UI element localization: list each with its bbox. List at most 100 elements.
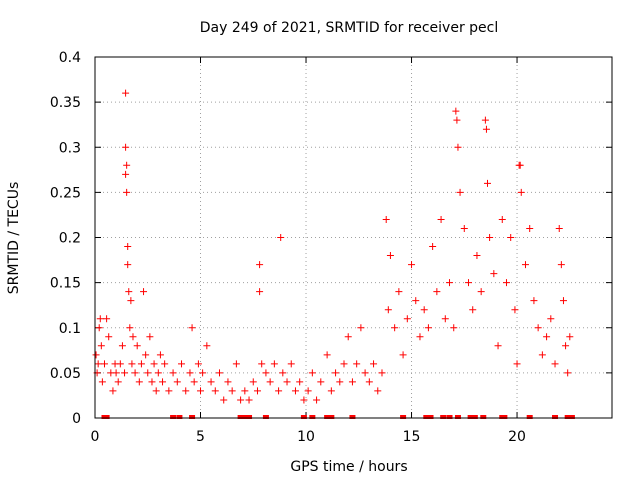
data-point: [245, 396, 253, 404]
data-point: [555, 224, 563, 232]
data-point: [433, 288, 441, 296]
data-point: [118, 342, 126, 350]
data-point: [188, 324, 196, 332]
zero-marker: [176, 415, 183, 419]
data-point: [224, 378, 232, 386]
data-point: [216, 369, 224, 377]
zero-marker: [170, 415, 177, 419]
data-point: [98, 378, 106, 386]
zero-marker: [501, 415, 508, 419]
data-point: [399, 351, 407, 359]
y-tick-label: 0.2: [59, 231, 81, 247]
data-point: [317, 378, 325, 386]
data-point: [156, 351, 164, 359]
y-tick-label: 0.1: [59, 321, 81, 337]
data-point: [416, 333, 424, 341]
data-point: [114, 378, 122, 386]
data-point: [408, 261, 416, 269]
data-point: [526, 224, 534, 232]
y-tick-label: 0.05: [50, 366, 81, 382]
data-point: [382, 215, 390, 223]
data-point: [473, 252, 481, 260]
data-point: [420, 306, 428, 314]
data-point: [332, 369, 340, 377]
data-point: [502, 279, 510, 287]
data-point: [370, 360, 378, 368]
data-point: [323, 351, 331, 359]
data-point: [453, 116, 461, 124]
data-point: [135, 378, 143, 386]
data-point: [121, 369, 129, 377]
x-tick-label: 10: [297, 429, 315, 445]
data-point: [283, 378, 291, 386]
data-point: [361, 369, 369, 377]
data-point: [437, 215, 445, 223]
data-point: [186, 369, 194, 377]
zero-marker: [446, 415, 453, 419]
data-point: [197, 387, 205, 395]
zero-marker: [189, 415, 196, 419]
zero-marker: [480, 415, 487, 419]
data-point: [507, 234, 515, 241]
data-point: [207, 378, 215, 386]
zero-marker: [552, 415, 559, 419]
data-point: [403, 315, 411, 323]
data-point: [122, 143, 130, 151]
data-point: [125, 288, 133, 296]
data-point: [551, 360, 559, 368]
zero-marker: [526, 415, 533, 419]
data-point: [270, 360, 278, 368]
data-point: [237, 396, 245, 404]
data-point: [327, 387, 335, 395]
data-point: [142, 351, 150, 359]
data-point: [241, 387, 249, 395]
data-point: [559, 297, 567, 305]
data-point: [304, 387, 312, 395]
data-point: [287, 360, 295, 368]
data-point: [123, 161, 131, 169]
data-point: [557, 261, 565, 269]
data-point: [97, 342, 105, 350]
chart-title: Day 249 of 2021, SRMTID for receiver pec…: [200, 20, 499, 36]
data-point: [190, 378, 198, 386]
data-point: [465, 279, 473, 287]
data-point: [262, 369, 270, 377]
axis-ticks: 0 0.05 0.1 0.15 0.2 0.25 0.3 0.35 0.4 0 5 10 15 20: [50, 50, 612, 445]
data-point: [291, 387, 299, 395]
data-point: [279, 369, 287, 377]
data-point: [374, 387, 382, 395]
data-point: [112, 369, 120, 377]
data-point: [92, 351, 100, 359]
data-point: [165, 387, 173, 395]
data-point: [128, 360, 136, 368]
data-point: [266, 378, 274, 386]
y-tick-label: 0.15: [50, 276, 81, 292]
zero-marker: [564, 415, 571, 419]
zero-marker: [400, 415, 407, 419]
zero-marker: [300, 415, 307, 419]
grid-lines: [95, 57, 612, 418]
x-tick-label: 0: [91, 429, 100, 445]
data-point: [538, 351, 546, 359]
data-point: [357, 324, 365, 332]
data-point: [123, 188, 131, 196]
y-axis-label: SRMTID / TECUs: [6, 182, 22, 295]
data-point: [94, 360, 102, 368]
data-point: [105, 333, 113, 341]
data-point: [344, 333, 352, 341]
data-point: [249, 378, 257, 386]
data-point: [395, 288, 403, 296]
data-point: [127, 297, 135, 305]
data-point: [477, 288, 485, 296]
data-point: [313, 396, 321, 404]
data-point: [159, 378, 167, 386]
x-tick-label: 15: [403, 429, 421, 445]
data-point: [296, 378, 304, 386]
data-point: [173, 378, 181, 386]
zero-marker: [237, 415, 244, 419]
zero-marker: [349, 415, 356, 419]
zero-marker: [103, 415, 110, 419]
x-axis-label: GPS time / hours: [290, 459, 407, 475]
data-point: [424, 324, 432, 332]
